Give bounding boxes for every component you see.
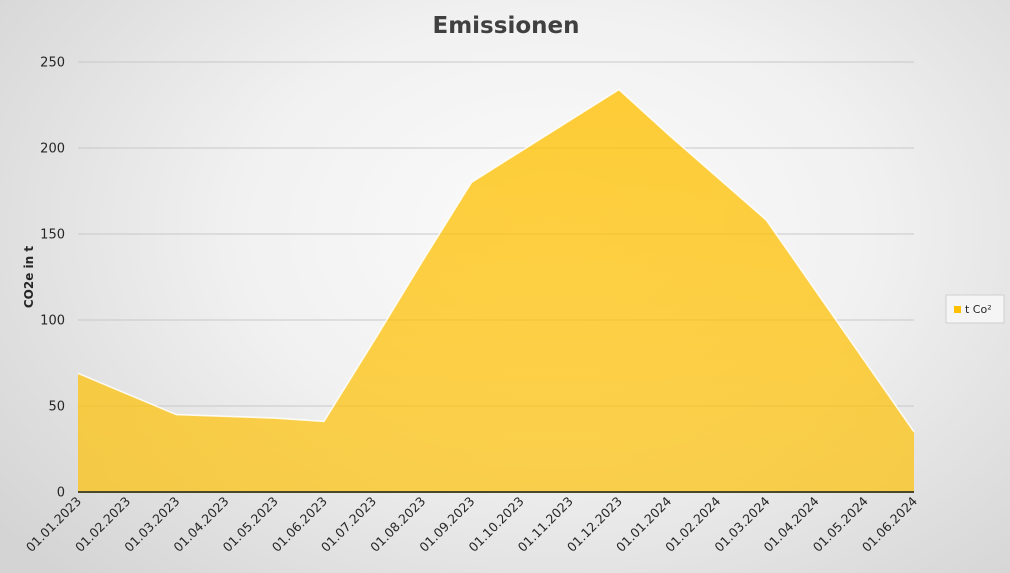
series-area-layer <box>77 88 915 493</box>
data-point <box>765 219 767 221</box>
y-axis-ticks: 0 50 100 150 200 250 <box>40 56 65 501</box>
data-point <box>864 360 866 362</box>
legend-swatch <box>954 306 961 313</box>
series-area <box>78 89 914 493</box>
data-point <box>175 413 177 415</box>
data-point <box>323 420 325 422</box>
y-tick-label: 100 <box>40 314 65 329</box>
data-point <box>470 181 472 183</box>
chart-title: Emissionen <box>433 13 580 39</box>
data-point <box>814 290 816 292</box>
data-point <box>372 341 374 343</box>
data-point <box>618 88 620 90</box>
y-tick-label: 50 <box>48 400 65 415</box>
series-outline <box>77 88 915 433</box>
y-tick-label: 0 <box>57 486 65 501</box>
data-point <box>519 150 521 152</box>
y-axis-label: CO2e in t <box>22 246 36 309</box>
legend-label: t Co² <box>965 303 992 316</box>
data-point <box>667 133 669 135</box>
data-point <box>77 372 79 374</box>
data-point <box>126 393 128 395</box>
data-point <box>569 119 571 121</box>
legend[interactable]: t Co² <box>945 294 1005 324</box>
data-point <box>224 415 226 417</box>
y-tick-label: 150 <box>40 228 65 243</box>
x-axis-ticks: 01.01.202301.02.202301.03.202301.04.2023… <box>23 493 920 554</box>
y-tick-label: 250 <box>40 56 65 71</box>
y-tick-label: 200 <box>40 142 65 157</box>
data-point <box>913 431 915 433</box>
data-point <box>421 260 423 262</box>
data-point <box>274 417 276 419</box>
data-point <box>716 176 718 178</box>
